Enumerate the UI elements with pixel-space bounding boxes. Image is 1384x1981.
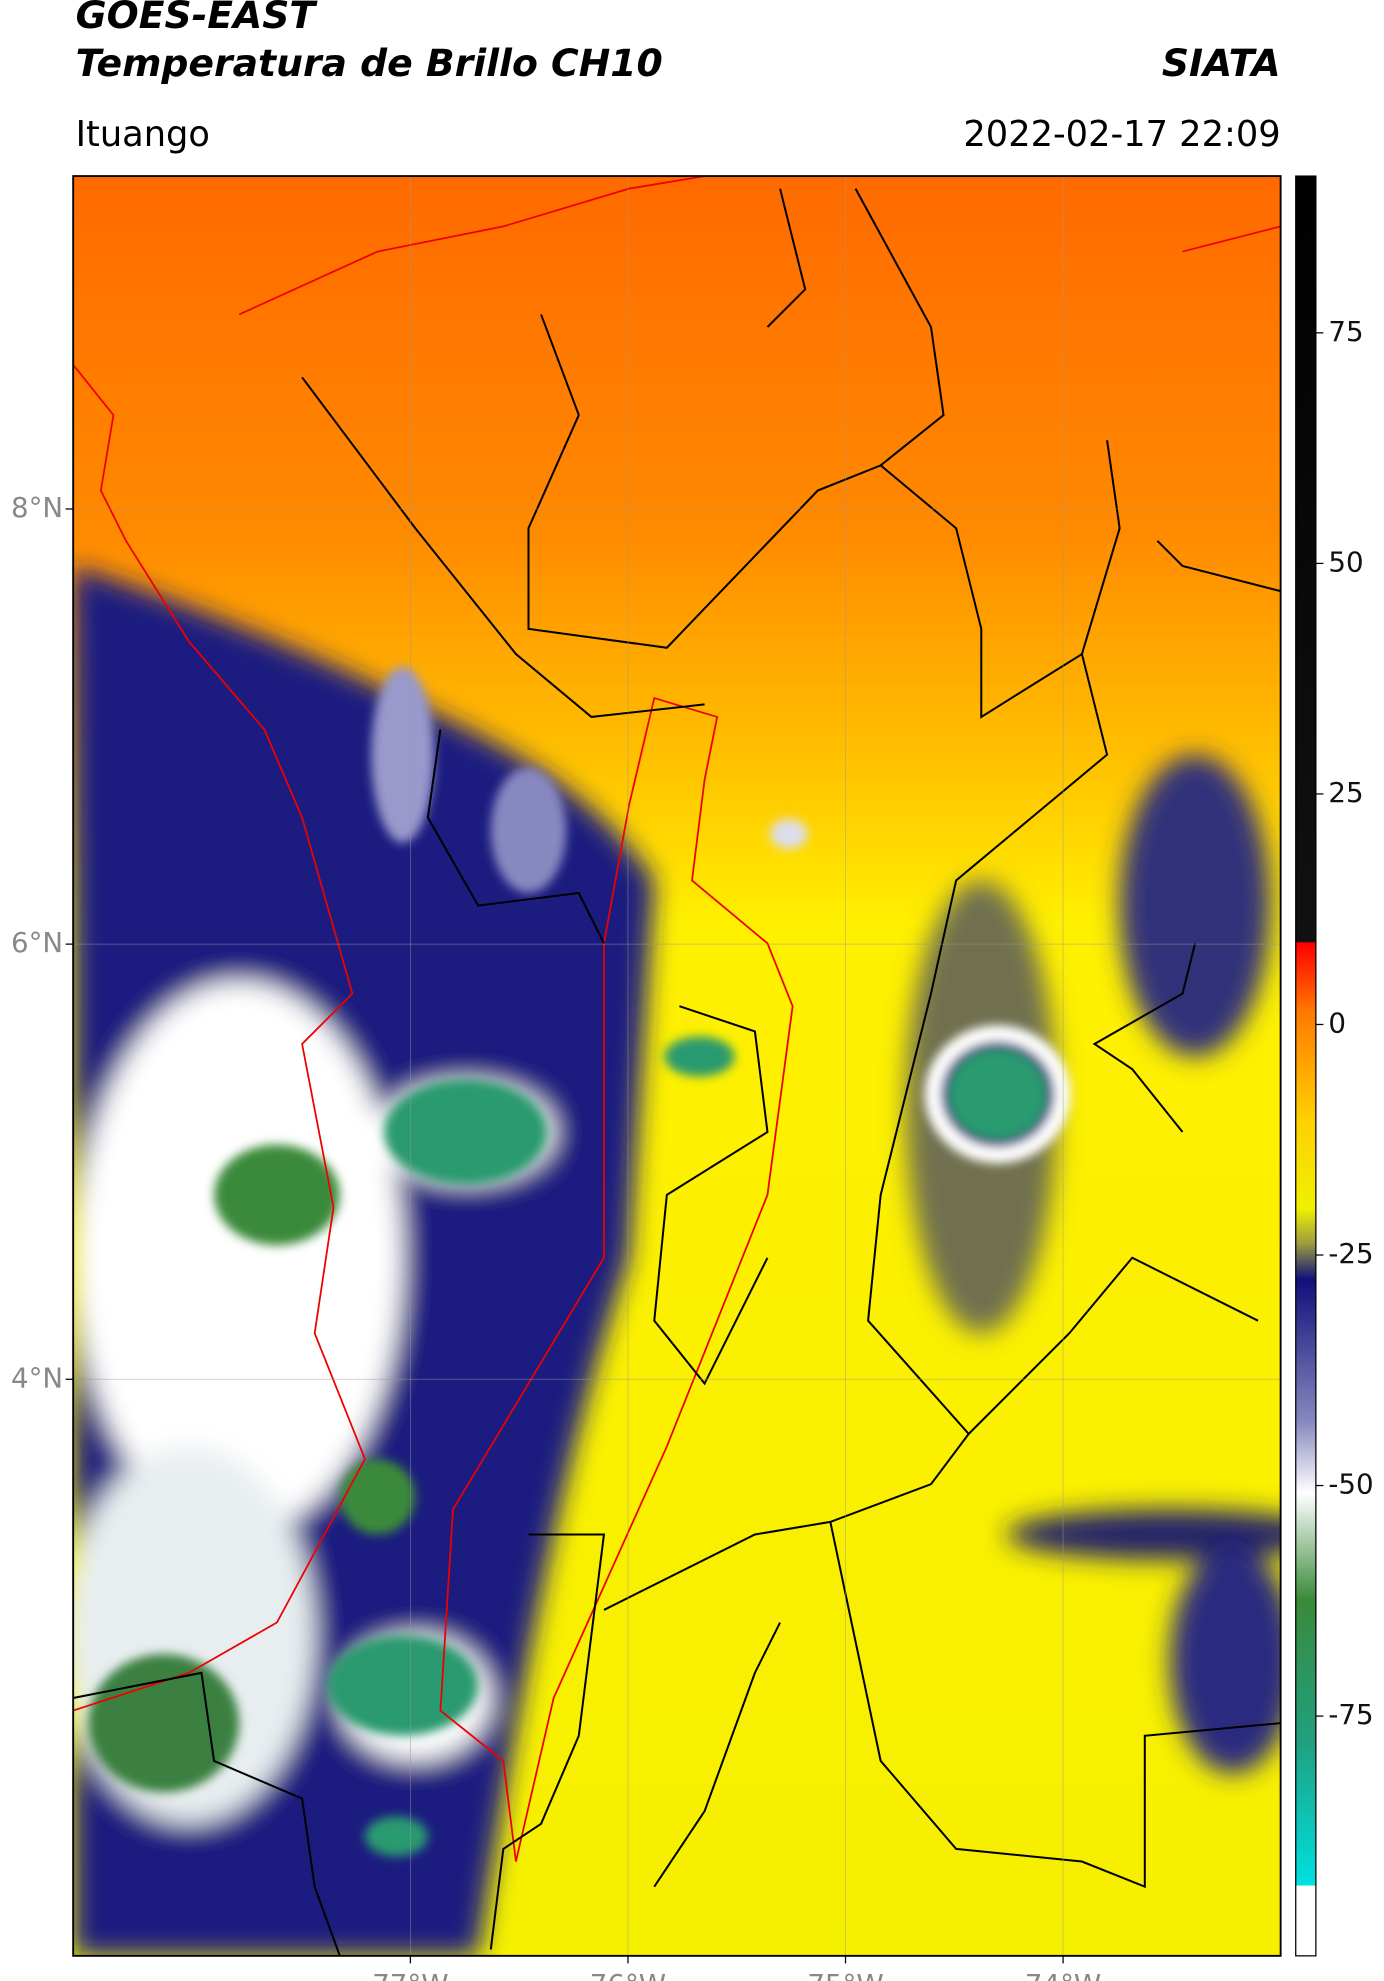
subtitle: Temperatura de Brillo CH10	[76, 41, 663, 85]
lon-tick-label: 74°W	[1025, 1968, 1101, 1981]
lat-tick-label: 6°N	[11, 926, 63, 959]
lat-tick-label: 4°N	[11, 1361, 63, 1394]
colorbar-tick-label: 0	[1328, 1006, 1346, 1039]
lat-tick-label: 8°N	[11, 491, 63, 524]
colorbar-tick-label: 75	[1328, 315, 1363, 348]
colorbar-tick-label: 25	[1328, 776, 1363, 809]
title: GOES-EAST	[76, 0, 319, 37]
colorbar-tick-label: -25	[1328, 1237, 1373, 1270]
lon-tick-label: 77°W	[372, 1968, 448, 1981]
colorbar-tick-label: -75	[1328, 1698, 1373, 1731]
lon-tick-label: 75°W	[807, 1968, 883, 1981]
colorbar	[1295, 175, 1317, 1957]
datetime: 2022-02-17 22:09	[963, 114, 1280, 155]
lon-tick-label: 76°W	[590, 1968, 666, 1981]
map-image	[73, 176, 1281, 1956]
map-frame	[72, 175, 1282, 1957]
colorbar-tick-label: -50	[1328, 1468, 1373, 1501]
colorbar-tick-label: 50	[1328, 545, 1363, 578]
location: Ituango	[76, 114, 210, 155]
source: SIATA	[1162, 41, 1281, 85]
graticule	[73, 176, 1281, 1956]
